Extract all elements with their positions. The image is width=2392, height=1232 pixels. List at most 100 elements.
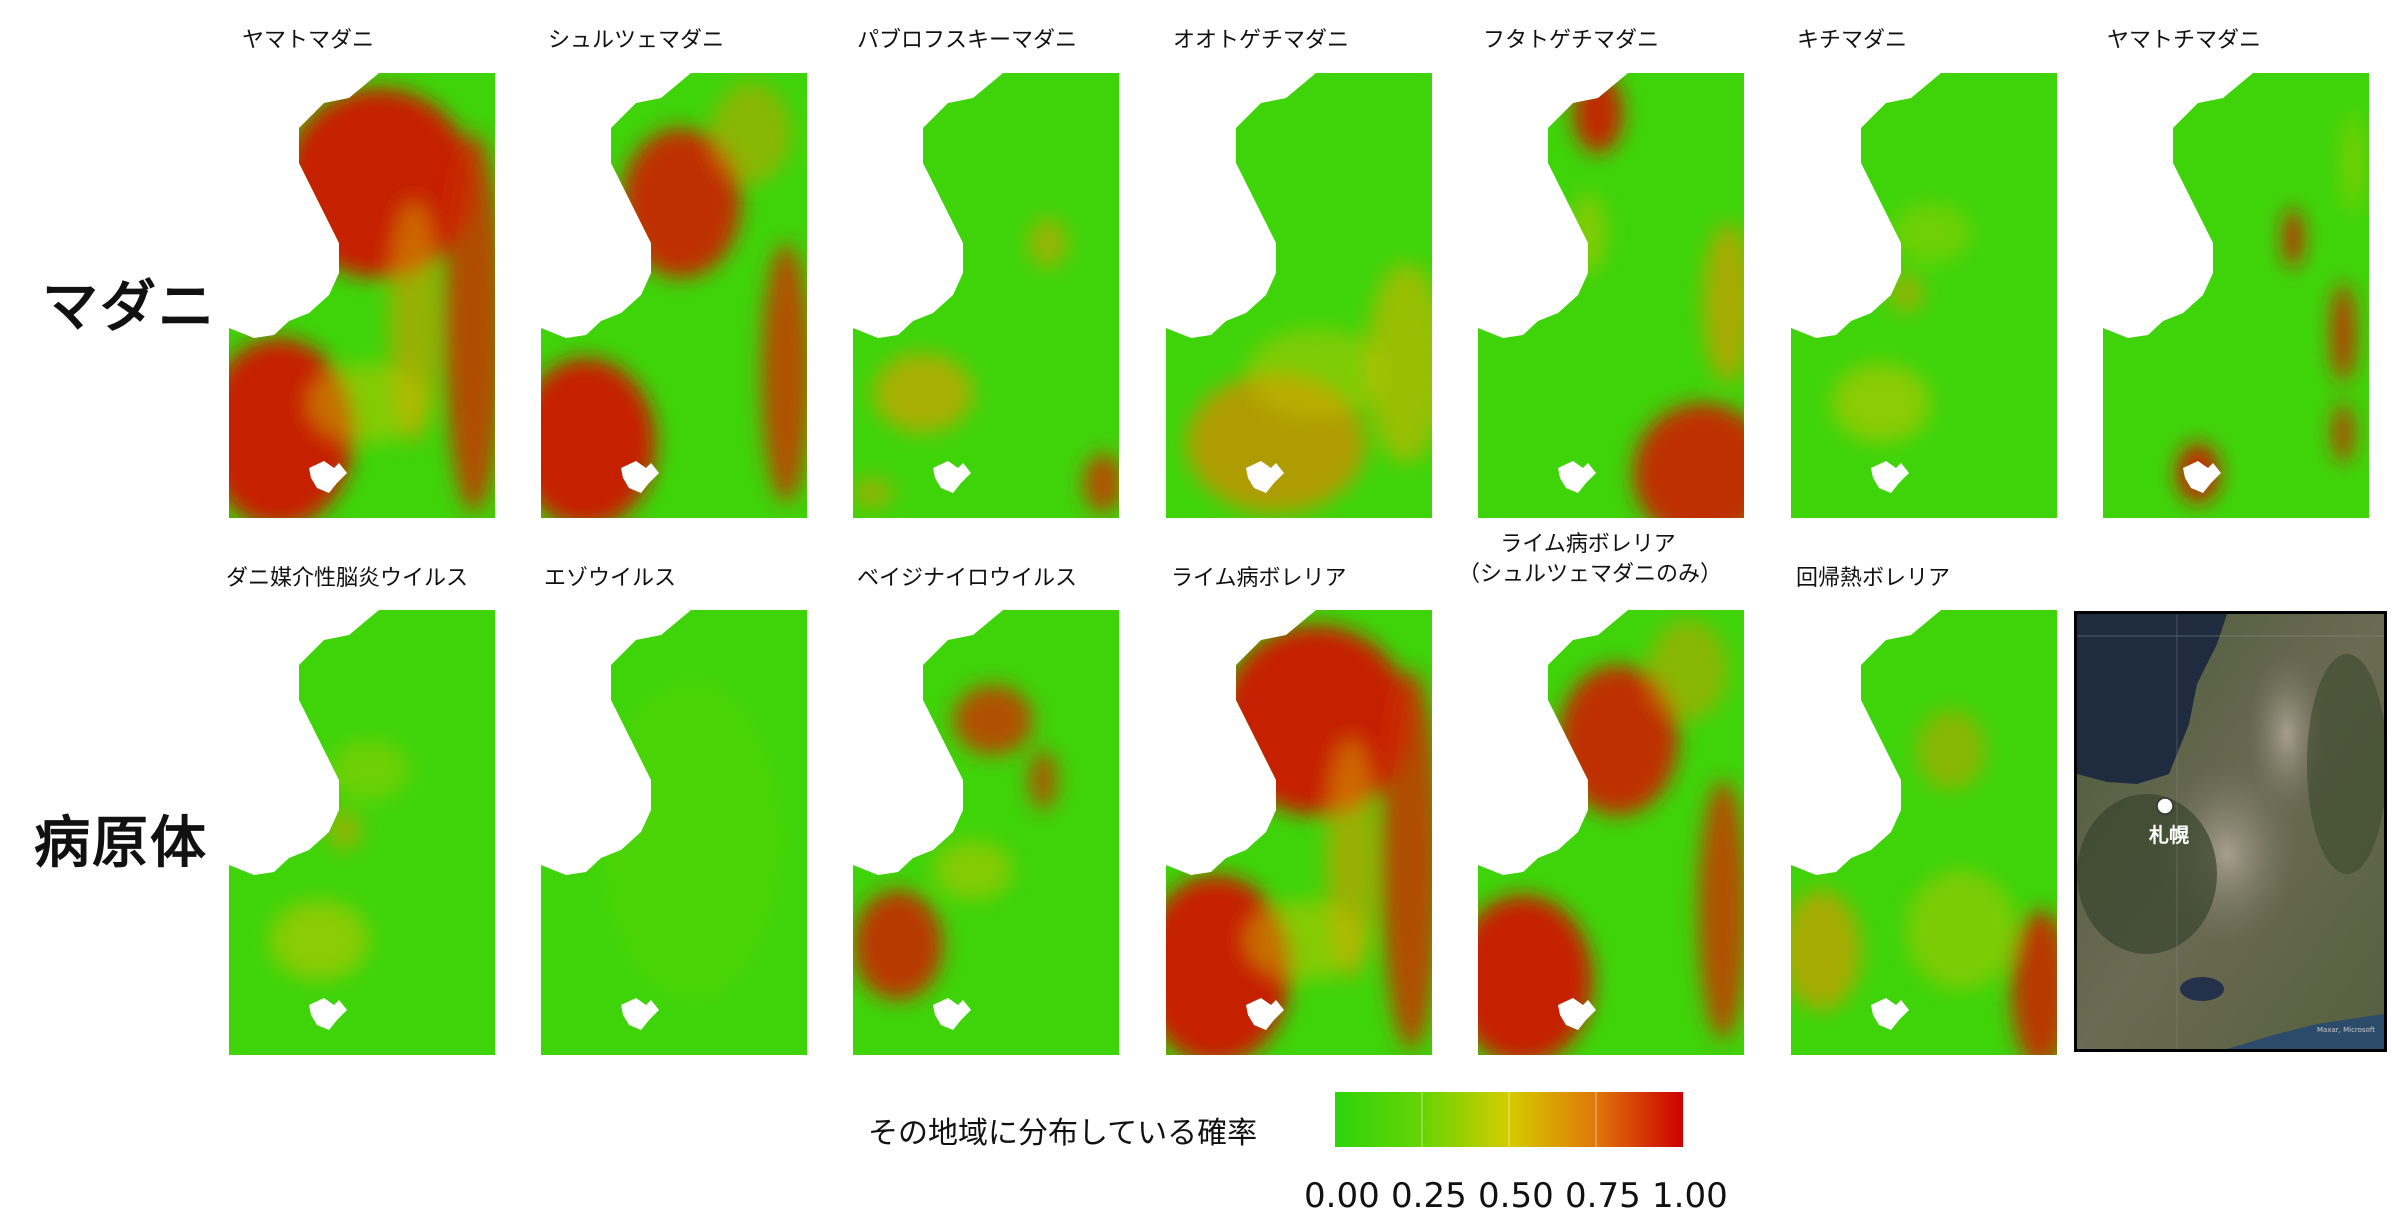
panel-title: ベイジナイロウイルス xyxy=(857,566,1078,591)
probability-map xyxy=(1791,610,2057,1055)
map-panel xyxy=(1478,610,1744,1055)
medium-probability-area xyxy=(1831,363,1931,443)
map-panel xyxy=(1478,73,1744,518)
panel-title-line: ライム病ボレリア xyxy=(1500,532,1676,557)
lake-mask xyxy=(1558,461,1596,493)
medium-probability-area xyxy=(1916,710,1986,790)
legend-tick: 0.25 xyxy=(1391,1176,1467,1216)
high-probability-area xyxy=(444,133,495,513)
medium-probability-area xyxy=(1888,273,1924,313)
high-probability-area xyxy=(1381,670,1432,1050)
probability-map xyxy=(541,73,807,518)
panel-title: 回帰熱ボレリア xyxy=(1796,566,1951,591)
panel-title: シュルツェマダニ xyxy=(548,28,725,53)
high-probability-area xyxy=(541,358,656,518)
legend-color-bar xyxy=(1335,1092,1683,1147)
legend-tick: 0.50 xyxy=(1478,1176,1554,1216)
reference-satellite-map: 札幌 Maxar, Microsoft xyxy=(2074,611,2387,1052)
lake-mask xyxy=(1246,461,1284,493)
high-probability-area xyxy=(2283,208,2303,268)
panel-title: ヤマトマダニ xyxy=(242,28,375,53)
probability-map xyxy=(229,73,495,518)
map-panel xyxy=(853,73,1119,518)
medium-probability-area xyxy=(326,810,362,850)
lake-mask xyxy=(309,998,347,1030)
panel-title: パブロフスキーマダニ xyxy=(857,28,1078,53)
low-probability-area xyxy=(329,740,409,800)
panel-title: オオトゲチマダニ xyxy=(1173,28,1350,53)
land-area xyxy=(1791,73,2057,518)
probability-map xyxy=(1166,610,1432,1055)
high-probability-area xyxy=(621,128,741,278)
probability-map xyxy=(1791,73,2057,518)
medium-probability-area xyxy=(853,478,893,508)
probability-map xyxy=(853,610,1119,1055)
high-probability-area xyxy=(2011,910,2057,1055)
probability-map xyxy=(2103,73,2369,518)
probability-map xyxy=(229,610,495,1055)
map-panel xyxy=(2103,73,2369,518)
high-probability-area xyxy=(853,890,943,1000)
probability-map xyxy=(1478,73,1744,518)
panel-title: ヤマトチマダニ xyxy=(2107,28,2262,53)
high-probability-area xyxy=(284,88,474,278)
panel-title: キチマダニ xyxy=(1797,28,1908,53)
row-label-ticks: マダニ xyxy=(42,275,216,340)
low-probability-area xyxy=(1891,203,1971,263)
legend-tick: 0.00 xyxy=(1304,1176,1380,1216)
lake-mask xyxy=(933,461,971,493)
lake-mask xyxy=(1246,998,1284,1030)
map-panel xyxy=(541,73,807,518)
map-panel xyxy=(1791,73,2057,518)
probability-map xyxy=(1166,73,1432,518)
map-panel xyxy=(1791,610,2057,1055)
lake-mask xyxy=(621,998,659,1030)
panel-title: フタトゲチマダニ xyxy=(1483,28,1660,53)
high-probability-area xyxy=(2331,283,2355,383)
high-probability-area xyxy=(1698,780,1744,1040)
land-area xyxy=(229,610,495,1055)
lake-mask xyxy=(309,461,347,493)
panel-title: ライム病ボレリア （シュルツェマダニのみ） xyxy=(1458,530,1723,590)
map-panel xyxy=(541,610,807,1055)
medium-probability-area xyxy=(1366,263,1432,463)
map-panel xyxy=(1166,610,1432,1055)
satellite-image: 札幌 Maxar, Microsoft xyxy=(2077,614,2384,1049)
map-panel xyxy=(229,73,495,518)
map-panel xyxy=(853,610,1119,1055)
land-area xyxy=(1478,73,1744,518)
land-area xyxy=(853,73,1119,518)
map-panel xyxy=(229,610,495,1055)
high-probability-area xyxy=(1558,665,1678,815)
lake-mask xyxy=(2183,461,2221,493)
map-panel xyxy=(1166,73,1432,518)
medium-probability-area xyxy=(309,363,429,443)
high-probability-area xyxy=(1573,73,1623,153)
land-area xyxy=(2103,73,2369,518)
city-label-sapporo: 札幌 xyxy=(2148,823,2189,847)
lake-mask xyxy=(933,998,971,1030)
high-probability-area xyxy=(1221,625,1411,815)
low-probability-area xyxy=(2341,113,2365,213)
medium-probability-area xyxy=(933,840,1013,900)
high-probability-area xyxy=(1633,403,1744,518)
high-probability-area xyxy=(2333,403,2353,463)
high-probability-area xyxy=(1083,453,1119,513)
legend-title: その地域に分布している確率 xyxy=(868,1116,1258,1151)
probability-map xyxy=(853,73,1119,518)
medium-probability-area xyxy=(1906,870,2016,990)
high-probability-area xyxy=(1478,895,1593,1055)
medium-probability-area xyxy=(1570,193,1606,273)
panel-title: ダニ媒介性脳炎ウイルス xyxy=(226,566,469,591)
high-probability-area xyxy=(761,243,807,503)
probability-map xyxy=(1478,610,1744,1055)
medium-probability-area xyxy=(269,900,369,980)
legend-tick: 1.00 xyxy=(1652,1176,1728,1216)
medium-probability-area xyxy=(711,83,791,183)
high-probability-area xyxy=(1028,750,1058,810)
panel-title-line: （シュルツェマダニのみ） xyxy=(1458,562,1723,587)
map-watermark: Maxar, Microsoft xyxy=(2317,1026,2375,1034)
lake-mask xyxy=(621,461,659,493)
medium-probability-area xyxy=(1246,328,1386,418)
white-circle-marker[interactable] xyxy=(2156,797,2174,815)
